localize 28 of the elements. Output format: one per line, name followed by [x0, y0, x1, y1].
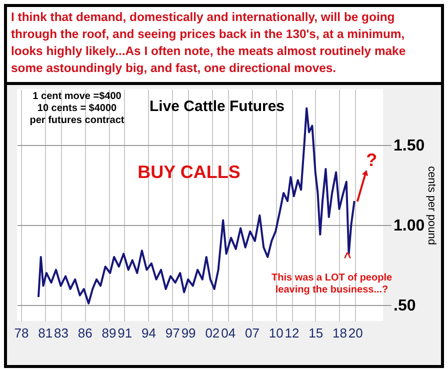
x-tick-label: 86 — [78, 326, 92, 340]
annotation: ? — [366, 150, 378, 170]
x-tick-label: 04 — [221, 326, 236, 340]
x-tick-label: 02 — [205, 326, 220, 340]
annotation: 1 cent move =$400 10 cents = $4000 per futures contract — [30, 91, 125, 126]
x-tick-label: 83 — [54, 326, 68, 340]
x-tick-label: 97 — [165, 326, 180, 340]
annotation: ^ — [344, 249, 352, 264]
text: Live Cattle Futures — [149, 98, 285, 115]
x-tick-label: 10 — [268, 326, 284, 340]
x-tick-label: 20 — [348, 326, 363, 340]
y-axis-title: cents per pound — [426, 166, 438, 245]
x-tick-label: 91 — [118, 326, 132, 340]
text: I think that demand, domestically and internationally, will be going through the roof, and seeing prices back in the 130's, at a minimum, looks highly likely...As I often note, the meats almost routinely make some astoundingly big, and fast, one directional moves. — [4, 4, 444, 86]
x-tick-label: 07 — [244, 326, 260, 340]
x-tick-label: 89 — [102, 326, 116, 340]
annotation: This was a LOT of people leaving the business...? — [271, 272, 392, 296]
x-tick-label: 78 — [14, 326, 29, 340]
y-tick-label: 1.50 — [394, 138, 425, 154]
x-tick-label: 12 — [284, 326, 300, 340]
annotation: BUY CALLS — [138, 162, 240, 182]
x-tick-label: 99 — [181, 326, 196, 340]
y-tick-label: .50 — [394, 298, 416, 314]
x-tick-label: 15 — [308, 326, 324, 340]
x-tick-label: 81 — [38, 326, 53, 340]
x-tick-label: 94 — [142, 326, 156, 340]
y-tick-label: 1.00 — [394, 218, 425, 234]
x-tick-label: 18 — [332, 326, 347, 340]
